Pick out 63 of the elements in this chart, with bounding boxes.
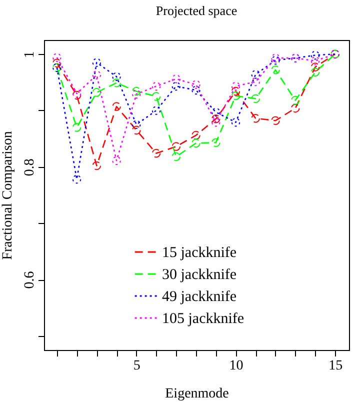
point <box>212 118 220 127</box>
point <box>251 114 260 123</box>
point <box>92 161 102 170</box>
point <box>72 123 82 132</box>
point <box>172 82 181 91</box>
chart-title: Projected space <box>156 3 238 18</box>
legend-label: 30 jackknife <box>162 267 237 283</box>
point <box>192 130 200 140</box>
point <box>231 91 240 100</box>
point <box>271 54 280 62</box>
point <box>271 56 280 65</box>
point <box>192 86 200 95</box>
x-axis-title: Eigenmode <box>165 386 229 402</box>
point <box>310 68 320 76</box>
point <box>251 70 260 79</box>
x-tick-label: 10 <box>229 358 244 374</box>
point <box>212 138 220 147</box>
y-tick-label: 1 <box>22 51 38 58</box>
point <box>231 82 240 91</box>
y-axis-title: Fractional Comparison <box>0 131 16 260</box>
point <box>290 104 300 113</box>
point <box>310 50 320 60</box>
point <box>72 174 82 184</box>
point <box>52 58 62 68</box>
point <box>172 152 181 162</box>
point <box>251 94 260 103</box>
point <box>152 106 161 115</box>
point <box>231 118 240 127</box>
point <box>132 120 141 129</box>
point <box>172 74 181 84</box>
point <box>112 72 121 81</box>
point <box>112 102 121 111</box>
x-tick-label: 5 <box>133 358 140 374</box>
x-tick-label: 15 <box>328 358 343 374</box>
point <box>52 53 62 62</box>
point <box>132 90 141 98</box>
point <box>92 70 102 80</box>
point <box>290 96 300 105</box>
point <box>212 108 220 117</box>
point <box>212 114 220 124</box>
point <box>310 56 320 66</box>
point <box>271 116 280 125</box>
point <box>112 156 121 165</box>
point <box>132 86 141 96</box>
point <box>271 66 280 74</box>
point <box>132 126 141 135</box>
point <box>192 80 200 89</box>
point <box>152 148 161 158</box>
point <box>152 92 161 101</box>
point <box>172 142 181 151</box>
point <box>112 78 121 88</box>
point <box>192 138 200 148</box>
point <box>92 58 102 67</box>
point <box>231 86 240 96</box>
y-tick-label: 0.8 <box>22 158 38 176</box>
point <box>310 62 320 72</box>
point <box>251 77 260 86</box>
point <box>92 88 102 97</box>
legend-label: 49 jackknife <box>162 289 237 305</box>
legend-label: 105 jackknife <box>162 311 244 327</box>
point <box>152 82 161 91</box>
y-tick-label: 0.6 <box>22 271 38 289</box>
legend-label: 15 jackknife <box>162 245 237 261</box>
